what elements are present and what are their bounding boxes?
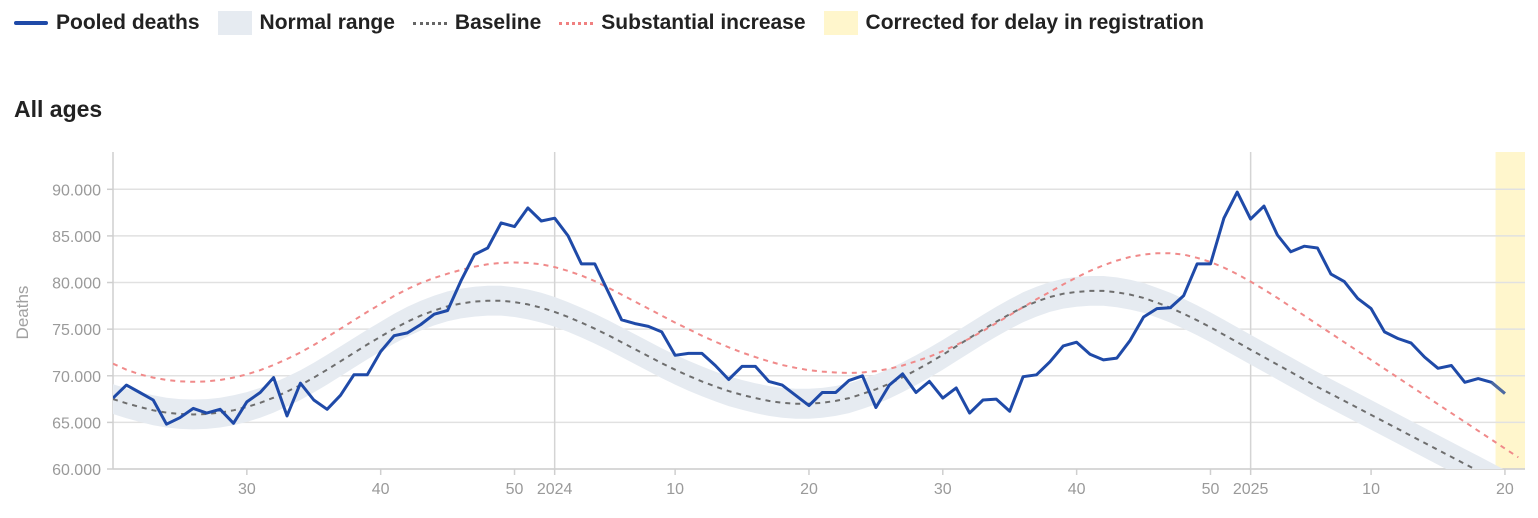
normal-range-band [113, 276, 1504, 469]
legend-dash-swatch [559, 21, 594, 25]
x-tick-label: 50 [506, 481, 524, 498]
panel-title: All ages [14, 96, 103, 122]
x-tick-label: 20 [1496, 481, 1514, 498]
y-tick-label: 75.000 [52, 322, 101, 339]
x-tick-label: 30 [238, 481, 256, 498]
legend-item-corrected-for-delay-in-registration[interactable]: Corrected for delay in registration [823, 11, 1204, 35]
legend-label: Pooled deaths [56, 11, 200, 34]
y-tick-label: 60.000 [52, 462, 101, 479]
y-tick-label: 80.000 [52, 276, 101, 293]
legend-label: Corrected for delay in registration [865, 11, 1204, 34]
legend-label: Substantial increase [601, 11, 806, 34]
legend-box-swatch [217, 11, 252, 35]
y-tick-label: 70.000 [52, 369, 101, 386]
y-tick-label: 65.000 [52, 415, 101, 432]
x-tick-label: 10 [1362, 481, 1380, 498]
legend-box-swatch [823, 11, 858, 35]
x-tick-label: 10 [666, 481, 684, 498]
legend-item-normal-range[interactable]: Normal range [217, 11, 395, 35]
legend-label: Baseline [454, 11, 542, 34]
x-tick-label: 30 [934, 481, 952, 498]
legend-line-swatch [14, 21, 48, 25]
legend-item-baseline[interactable]: Baseline [412, 11, 542, 35]
y-axis-label: Deaths [13, 286, 32, 340]
x-tick-label: 40 [372, 481, 390, 498]
x-tick-label: 2025 [1233, 481, 1269, 498]
y-tick-label: 90.000 [52, 182, 101, 199]
x-tick-label: 40 [1068, 481, 1086, 498]
y-tick-label: 85.000 [52, 229, 101, 246]
pooled-deaths-line [113, 190, 1506, 426]
legend-dash-swatch [412, 21, 447, 25]
substantial-increase-line [113, 252, 1519, 459]
legend-label: Normal range [259, 11, 395, 34]
legend-item-substantial-increase[interactable]: Substantial increase [559, 11, 806, 35]
legend-item-pooled-deaths[interactable]: Pooled deaths [14, 11, 200, 35]
pooled-deaths-corrected-line [1490, 381, 1506, 395]
x-tick-label: 20 [800, 481, 818, 498]
corrected-region [1495, 152, 1525, 469]
x-tick-label: 2024 [537, 481, 573, 498]
baseline-line [113, 289, 1477, 469]
legend: Pooled deaths Normal range Baseline Substan… [14, 8, 1204, 38]
x-tick-label: 50 [1202, 481, 1220, 498]
